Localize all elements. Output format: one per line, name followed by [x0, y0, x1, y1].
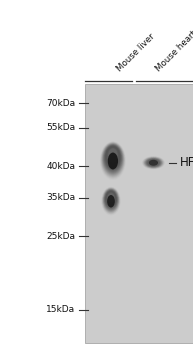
- Ellipse shape: [105, 190, 117, 208]
- Ellipse shape: [146, 158, 161, 167]
- Ellipse shape: [145, 158, 162, 168]
- Ellipse shape: [102, 188, 120, 214]
- Ellipse shape: [104, 145, 122, 171]
- Ellipse shape: [107, 192, 115, 205]
- Ellipse shape: [102, 143, 124, 175]
- Text: HFE: HFE: [179, 156, 193, 169]
- Ellipse shape: [143, 157, 163, 169]
- Text: 70kDa: 70kDa: [46, 99, 75, 108]
- Ellipse shape: [101, 142, 124, 177]
- Ellipse shape: [107, 192, 115, 204]
- Ellipse shape: [105, 146, 121, 169]
- Ellipse shape: [147, 159, 160, 166]
- Text: 15kDa: 15kDa: [46, 305, 75, 314]
- Ellipse shape: [107, 195, 115, 208]
- Ellipse shape: [149, 160, 158, 166]
- Ellipse shape: [106, 191, 116, 206]
- Ellipse shape: [147, 159, 160, 167]
- Text: 25kDa: 25kDa: [46, 232, 75, 241]
- Ellipse shape: [106, 146, 120, 168]
- Bar: [85, 84, 193, 343]
- Text: 55kDa: 55kDa: [46, 123, 75, 132]
- Ellipse shape: [145, 158, 162, 168]
- Ellipse shape: [103, 188, 119, 212]
- Ellipse shape: [105, 191, 117, 207]
- Ellipse shape: [102, 143, 124, 176]
- Ellipse shape: [149, 160, 158, 165]
- Ellipse shape: [103, 189, 119, 211]
- Ellipse shape: [144, 158, 163, 168]
- Ellipse shape: [108, 148, 118, 164]
- Ellipse shape: [146, 159, 160, 167]
- Ellipse shape: [103, 188, 119, 213]
- Ellipse shape: [146, 159, 161, 167]
- Text: 40kDa: 40kDa: [46, 162, 75, 171]
- Ellipse shape: [104, 189, 118, 210]
- Text: Mouse liver: Mouse liver: [115, 32, 156, 74]
- Ellipse shape: [104, 145, 122, 172]
- Ellipse shape: [104, 189, 118, 211]
- Ellipse shape: [148, 160, 159, 166]
- Ellipse shape: [148, 160, 159, 166]
- Ellipse shape: [101, 142, 125, 178]
- Ellipse shape: [106, 147, 120, 167]
- Ellipse shape: [106, 191, 116, 206]
- Text: 35kDa: 35kDa: [46, 193, 75, 202]
- Ellipse shape: [105, 145, 121, 170]
- Ellipse shape: [107, 193, 115, 204]
- Ellipse shape: [108, 193, 114, 203]
- Ellipse shape: [105, 190, 117, 209]
- Ellipse shape: [104, 190, 118, 209]
- Ellipse shape: [149, 160, 158, 166]
- Text: Mouse heart: Mouse heart: [154, 29, 193, 74]
- Ellipse shape: [103, 144, 123, 173]
- Ellipse shape: [103, 144, 123, 174]
- Ellipse shape: [149, 160, 157, 165]
- Ellipse shape: [107, 147, 119, 166]
- Ellipse shape: [108, 148, 117, 162]
- Ellipse shape: [144, 157, 163, 168]
- Ellipse shape: [108, 153, 118, 169]
- Ellipse shape: [107, 147, 119, 165]
- Ellipse shape: [108, 148, 118, 163]
